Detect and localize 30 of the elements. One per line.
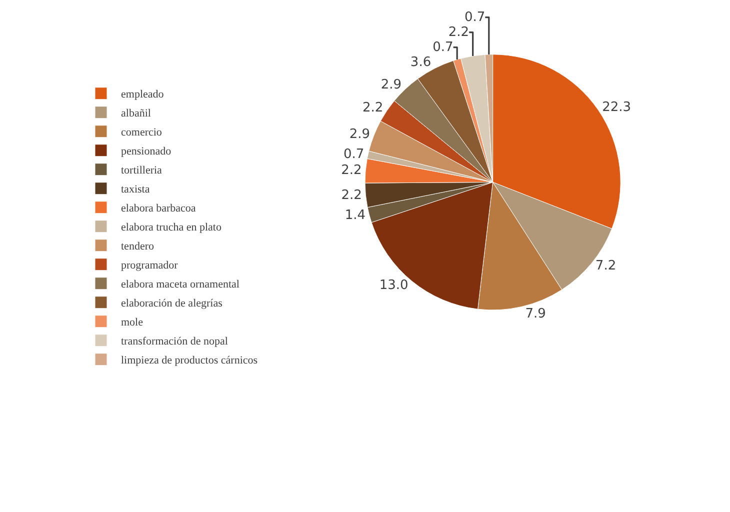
data-label: 2.9 bbox=[349, 127, 370, 142]
legend-label: mole bbox=[121, 316, 144, 329]
legend-label: taxista bbox=[121, 184, 150, 196]
legend-label: transformación de nopal bbox=[121, 336, 228, 348]
legend-label: elabora trucha en plato bbox=[121, 222, 222, 234]
legend-label: tortilleria bbox=[121, 164, 162, 177]
legend-label: programador bbox=[121, 260, 178, 272]
legend-label: elabora barbacoa bbox=[121, 202, 196, 215]
legend-label: elaboración de alegrías bbox=[121, 298, 222, 310]
legend-label: elabora maceta ornamental bbox=[121, 278, 240, 291]
data-label: 0.7 bbox=[464, 10, 486, 25]
data-label: 3.6 bbox=[410, 54, 432, 70]
data-label: 2.2 bbox=[341, 188, 362, 203]
data-label: 2.2 bbox=[448, 24, 470, 40]
data-label: 7.9 bbox=[525, 306, 546, 322]
data-label: 2.9 bbox=[380, 78, 402, 93]
legend-label: albañil bbox=[121, 108, 151, 120]
legend-label: empleado bbox=[121, 88, 164, 101]
data-label: 0.7 bbox=[432, 40, 454, 55]
legend-label: pensionado bbox=[121, 146, 172, 158]
data-label: 13.0 bbox=[379, 278, 408, 294]
data-label: 0.7 bbox=[344, 147, 364, 162]
data-label: 7.2 bbox=[595, 258, 616, 274]
legend-label: comercio bbox=[121, 126, 162, 139]
data-label: 22.3 bbox=[602, 100, 632, 116]
legend-label: tendero bbox=[121, 240, 154, 253]
data-label: 2.2 bbox=[341, 163, 362, 178]
data-label: 2.2 bbox=[362, 100, 384, 116]
legend-label: limpieza de productos cárnicos bbox=[121, 354, 258, 367]
data-label: 1.4 bbox=[344, 208, 366, 223]
